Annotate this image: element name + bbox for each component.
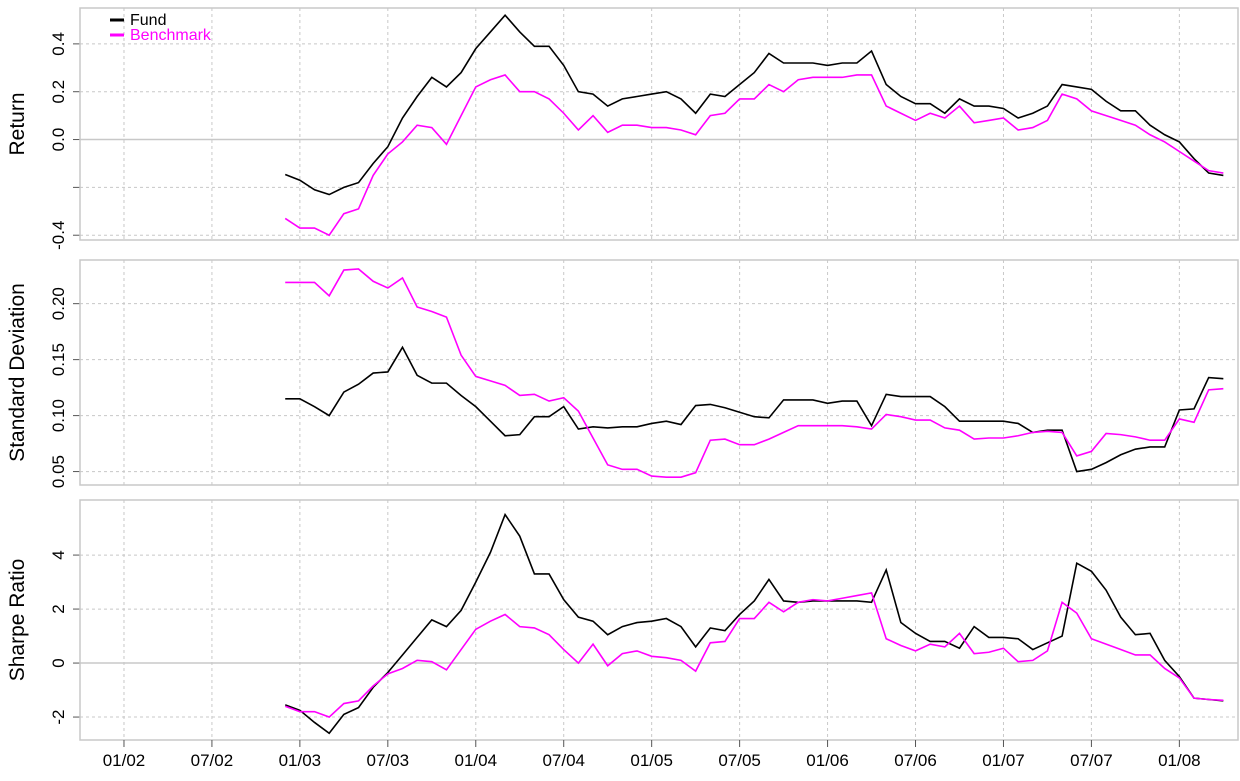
y-tick-label: 0.10 bbox=[49, 399, 68, 432]
y-tick-label: 0 bbox=[49, 658, 68, 667]
y-tick-label: 0.0 bbox=[49, 128, 68, 152]
y-tick-label: 0.2 bbox=[49, 80, 68, 104]
panel-frame bbox=[79, 7, 1239, 241]
x-tick-label: 07/06 bbox=[894, 751, 937, 770]
y-axis-label: Standard Deviation bbox=[6, 283, 29, 462]
series-line bbox=[284, 13, 1224, 196]
y-tick-label: 0.15 bbox=[49, 343, 68, 376]
x-tick-label: 01/08 bbox=[1158, 751, 1201, 770]
series-line bbox=[285, 268, 1224, 478]
legend-label: Fund bbox=[130, 12, 166, 29]
series-line bbox=[284, 512, 1224, 735]
y-tick-label: -2 bbox=[49, 709, 68, 724]
x-tick-label: 07/02 bbox=[191, 751, 234, 770]
y-axis-label: Return bbox=[6, 92, 29, 155]
x-tick-label: 01/03 bbox=[279, 751, 322, 770]
y-tick-label: -0.4 bbox=[49, 221, 68, 250]
x-tick-label: 01/06 bbox=[806, 751, 849, 770]
x-tick-label: 01/05 bbox=[630, 751, 673, 770]
x-tick-label: 01/04 bbox=[454, 751, 497, 770]
x-tick-label: 07/03 bbox=[367, 751, 410, 770]
series-line bbox=[284, 74, 1224, 237]
x-tick-label: 01/02 bbox=[103, 751, 146, 770]
series-line bbox=[285, 345, 1224, 473]
y-tick-label: 2 bbox=[49, 604, 68, 613]
y-tick-label: 0.20 bbox=[49, 287, 68, 320]
panel-frame bbox=[79, 499, 1239, 741]
x-tick-label: 07/04 bbox=[542, 751, 585, 770]
legend-label: Benchmark bbox=[130, 27, 212, 44]
x-tick-label: 07/05 bbox=[718, 751, 761, 770]
series-line bbox=[284, 591, 1224, 718]
y-tick-label: 4 bbox=[49, 550, 68, 559]
panel-frame bbox=[79, 259, 1239, 486]
x-tick-label: 01/07 bbox=[982, 751, 1025, 770]
y-axis-label: Sharpe Ratio bbox=[6, 559, 29, 682]
x-tick-label: 07/07 bbox=[1070, 751, 1113, 770]
y-tick-label: 0.05 bbox=[49, 455, 68, 488]
y-tick-label: 0.4 bbox=[49, 32, 68, 56]
